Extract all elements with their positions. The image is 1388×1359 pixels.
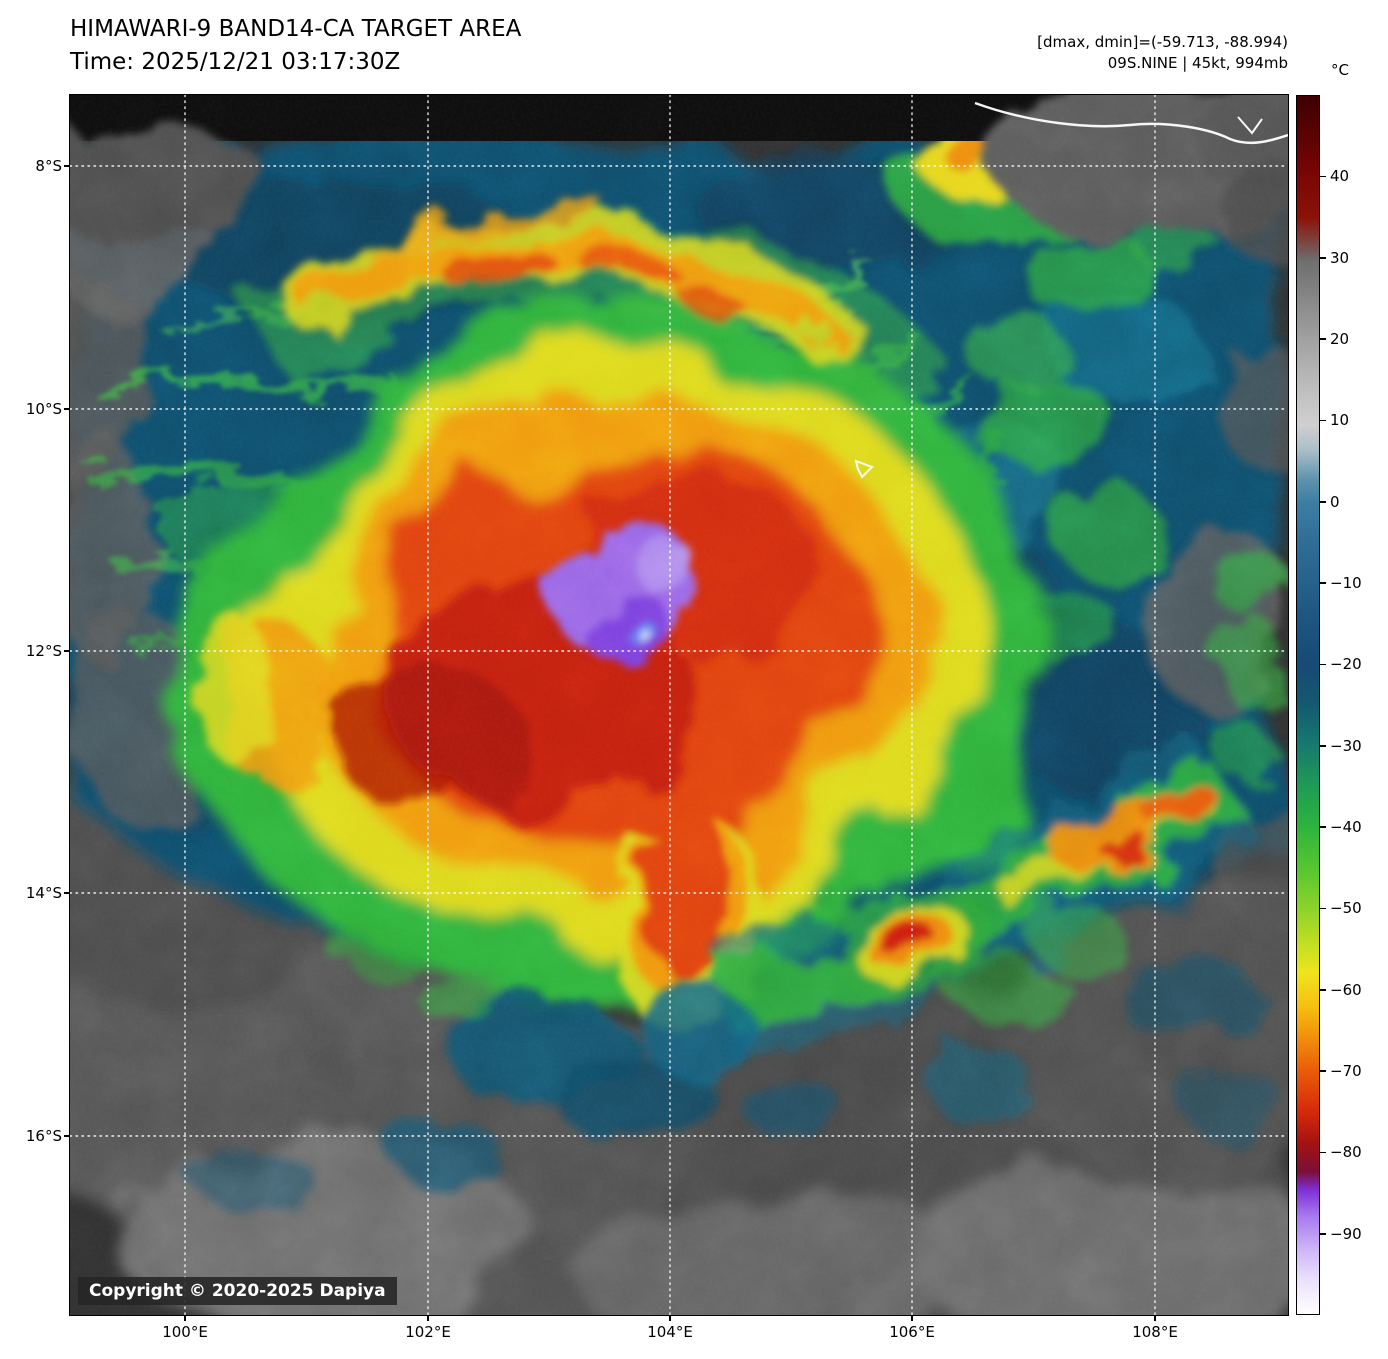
y-tick — [64, 165, 70, 167]
copyright-badge: Copyright © 2020-2025 Dapiya — [78, 1277, 397, 1305]
lon-label-104e: 104°E — [647, 1323, 693, 1341]
cb-label-n80: −80 — [1330, 1143, 1362, 1162]
cb-tick — [1320, 582, 1326, 584]
cb-tick — [1320, 1233, 1326, 1235]
x-tick — [184, 1315, 186, 1321]
cb-label-n40: −40 — [1330, 818, 1362, 836]
cb-label-n20: −20 — [1330, 655, 1362, 674]
colorbar-unit-label: °C — [1331, 61, 1349, 79]
cb-tick — [1320, 338, 1326, 340]
cb-tick — [1320, 663, 1326, 666]
lon-label-106e: 106°E — [889, 1323, 935, 1341]
cb-label-40: 40 — [1330, 167, 1350, 186]
lat-label-16s: 16°S — [25, 1127, 62, 1145]
lon-label-100e: 100°E — [162, 1323, 208, 1341]
dmax-dmin-readout: [dmax, dmin]=(-59.713, -88.994) — [1037, 33, 1288, 51]
lon-label-108e: 108°E — [1132, 1323, 1178, 1341]
x-tick — [1154, 1315, 1156, 1321]
storm-id-intensity: 09S.NINE | 45kt, 994mb — [1107, 54, 1288, 72]
lat-label-14s: 14°S — [25, 884, 62, 902]
satellite-map-area: Copyright © 2020-2025 Dapiya — [69, 94, 1289, 1316]
coastline — [974, 101, 1288, 145]
lat-label-12s: 12°S — [25, 642, 62, 660]
cb-label-20: 20 — [1330, 330, 1350, 348]
cb-tick — [1320, 826, 1326, 828]
cb-label-30: 30 — [1330, 248, 1350, 267]
cb-tick — [1320, 989, 1326, 991]
cb-tick — [1320, 257, 1326, 259]
cb-label-n70: −70 — [1330, 1062, 1362, 1080]
cb-tick — [1320, 419, 1326, 422]
lat-label-10s: 10°S — [25, 400, 62, 418]
cb-label-n30: −30 — [1330, 736, 1362, 755]
cb-tick — [1320, 1070, 1326, 1072]
storm-info-block: [dmax, dmin]=(-59.713, -88.994) 09S.NINE… — [1037, 32, 1288, 74]
satellite-image — [70, 95, 1288, 1315]
lon-label-102e: 102°E — [405, 1323, 451, 1341]
cb-tick — [1320, 175, 1326, 178]
cb-label-n10: −10 — [1330, 574, 1362, 592]
y-tick — [64, 1135, 70, 1137]
film-grain-texture — [70, 95, 1288, 1315]
cb-label-0: 0 — [1330, 492, 1340, 511]
grid-lines — [70, 95, 1288, 1315]
cb-label-10: 10 — [1330, 411, 1350, 430]
y-tick — [64, 408, 70, 410]
island-outline — [854, 459, 874, 479]
y-tick — [64, 650, 70, 652]
temperature-colorbar — [1296, 95, 1320, 1315]
x-tick — [669, 1315, 671, 1321]
cb-tick — [1320, 745, 1326, 747]
page-title: HIMAWARI-9 BAND14-CA TARGET AREA — [70, 16, 522, 42]
cb-label-n90: −90 — [1330, 1224, 1362, 1243]
timestamp-line: Time: 2025/12/21 03:17:30Z — [70, 49, 401, 75]
cb-label-n50: −50 — [1330, 899, 1362, 918]
cb-label-n60: −60 — [1330, 980, 1362, 999]
cb-tick — [1320, 1151, 1326, 1154]
cb-tick — [1320, 907, 1326, 910]
x-tick — [427, 1315, 429, 1321]
y-tick — [64, 892, 70, 894]
x-tick — [911, 1315, 913, 1321]
cb-tick — [1320, 501, 1326, 503]
lat-label-8s: 8°S — [35, 157, 62, 175]
